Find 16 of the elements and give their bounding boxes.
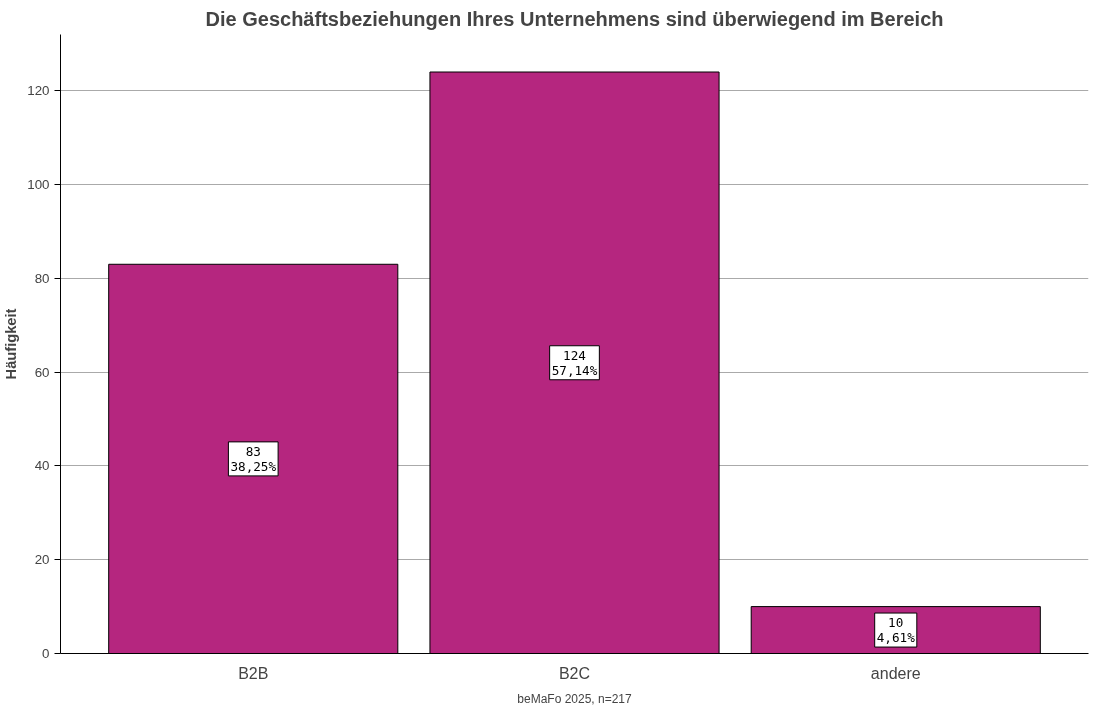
y-tick-label: 120	[27, 83, 50, 99]
chart-title: Die Geschäftsbeziehungen Ihres Unternehmens sind überwiegend im Bereich	[205, 7, 944, 30]
data-label: 83 38,25%	[230, 443, 277, 474]
x-tick-label: andere	[870, 664, 921, 682]
text: beMaFo 2025, n=217	[517, 691, 633, 706]
data-label: 124 57,14%	[551, 347, 598, 378]
x-tick-label: B2C	[558, 664, 591, 682]
y-tick-label: 40	[34, 458, 50, 474]
data-label: 10 4,61%	[876, 615, 916, 646]
y-tick-label: 100	[27, 177, 50, 193]
y-tick-label: 20	[34, 552, 50, 568]
y-axis-title: Häufigkeit	[3, 308, 20, 380]
x-tick-label: B2B	[238, 664, 269, 682]
y-tick-label: 0	[42, 646, 50, 661]
y-tick-label: 60	[34, 364, 50, 380]
y-tick-label: 80	[34, 270, 50, 286]
